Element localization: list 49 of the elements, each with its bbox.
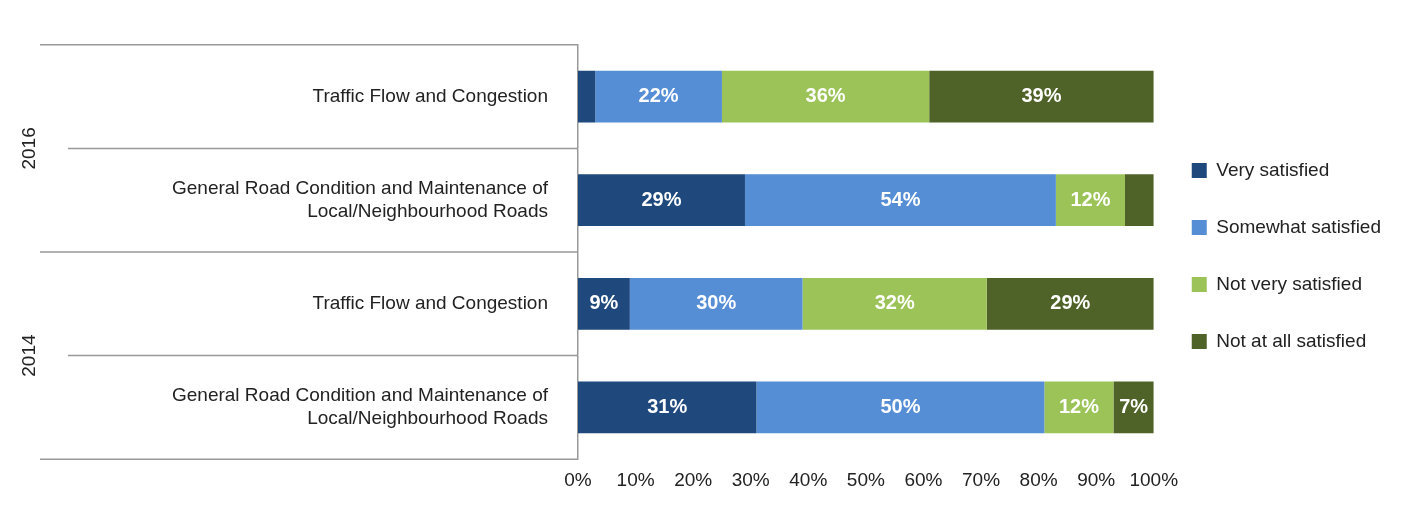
bar bbox=[629, 277, 803, 330]
x-tick-label: 80% bbox=[1019, 468, 1058, 490]
x-tick-label: 70% bbox=[962, 468, 1001, 490]
x-tick-label: 100% bbox=[1129, 468, 1179, 490]
text: 2014 bbox=[18, 334, 40, 377]
bar bbox=[578, 381, 757, 434]
text: 2016 bbox=[18, 127, 40, 170]
data-label: 30% bbox=[696, 291, 737, 314]
y-tick-label: Traffic Flow and Congestion bbox=[312, 292, 548, 314]
data-label: 12% bbox=[1058, 394, 1100, 417]
x-tick-label: 10% bbox=[616, 468, 655, 490]
x-tick-label: 30% bbox=[731, 468, 770, 490]
data-label: 32% bbox=[874, 291, 915, 314]
bar bbox=[756, 381, 1045, 434]
data-label: 36% bbox=[805, 84, 846, 107]
y-tick-label: General Road Condition and Maintenance of Local/Neighbourhood Roads bbox=[171, 384, 549, 429]
y-tick-label: General Road Condition and Maintenance of Local/Neighbourhood Roads bbox=[171, 177, 549, 221]
legend-label: Not very satisfied bbox=[1216, 272, 1362, 294]
y-tick-label: Traffic Flow and Congestion bbox=[312, 84, 548, 106]
x-tick-label: 20% bbox=[674, 468, 713, 490]
data-label: 29% bbox=[1050, 291, 1091, 314]
data-label: 50% bbox=[880, 394, 921, 417]
data-label: 9% bbox=[589, 291, 619, 314]
data-label: 39% bbox=[1021, 84, 1062, 107]
bar bbox=[578, 277, 630, 330]
bar bbox=[595, 70, 722, 123]
bar bbox=[1055, 174, 1125, 227]
data-label: 12% bbox=[1070, 187, 1111, 210]
x-tick-label: 50% bbox=[846, 468, 885, 490]
bar bbox=[802, 277, 987, 330]
bar bbox=[1124, 174, 1154, 227]
x-tick-label: 90% bbox=[1077, 468, 1116, 490]
bar bbox=[986, 277, 1154, 330]
bar bbox=[578, 70, 596, 123]
data-label: 54% bbox=[880, 187, 921, 210]
legend-label: Somewhat satisfied bbox=[1216, 215, 1381, 237]
bar bbox=[578, 174, 745, 227]
data-label: 31% bbox=[647, 394, 688, 417]
data-label: 29% bbox=[641, 187, 682, 210]
bar bbox=[721, 70, 930, 123]
bar bbox=[929, 70, 1154, 123]
bar bbox=[744, 174, 1056, 227]
data-label: 7% bbox=[1119, 394, 1149, 417]
x-tick-label: 0% bbox=[564, 468, 592, 490]
x-tick-label: 60% bbox=[904, 468, 943, 490]
data-label: 22% bbox=[638, 84, 679, 107]
legend-label: Very satisfied bbox=[1216, 158, 1330, 180]
x-tick-label: 40% bbox=[789, 468, 828, 490]
legend-label: Not at all satisfied bbox=[1216, 329, 1367, 351]
